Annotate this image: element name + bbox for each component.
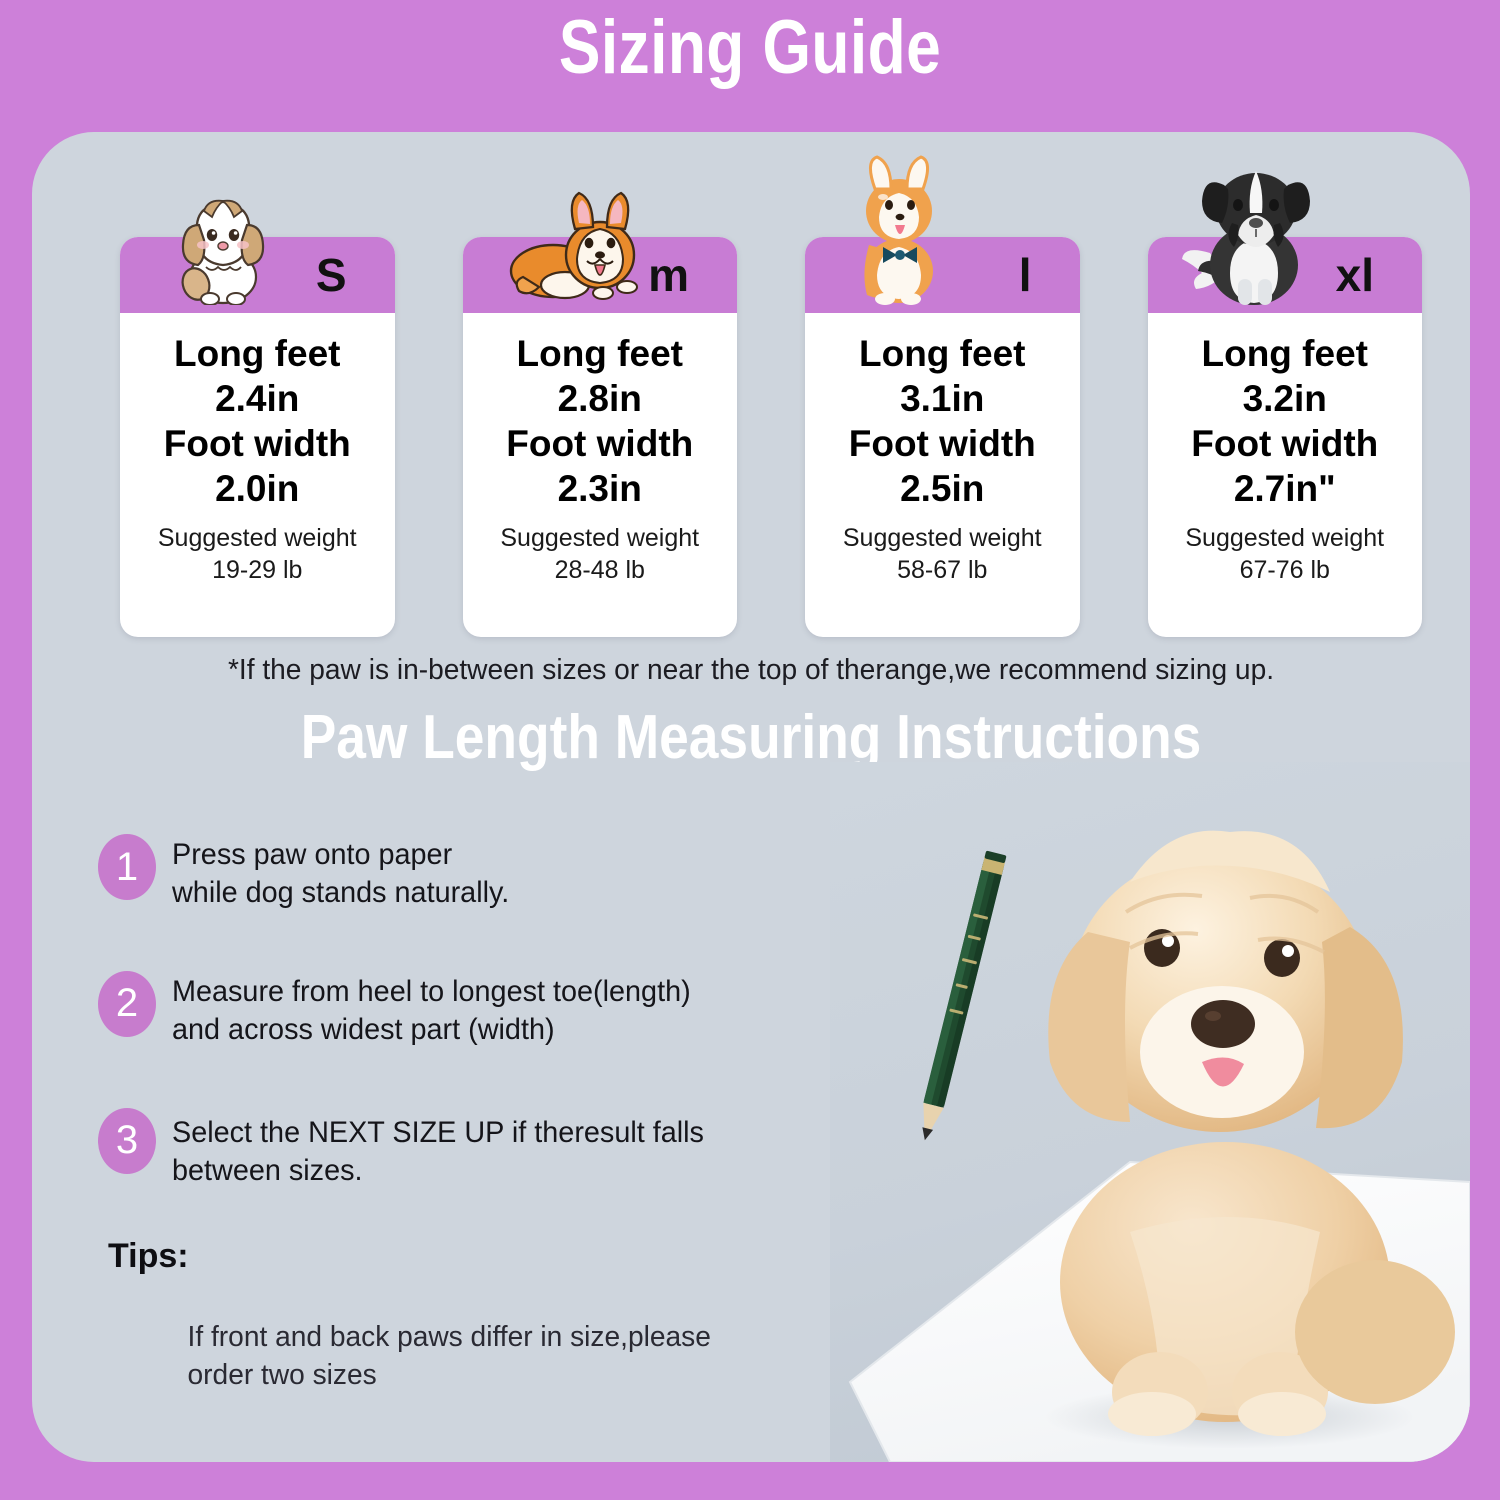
size-card-m[interactable]: m Long feet 2.8in Foot width 2.3in Sugge…	[462, 191, 738, 637]
width-value: 2.0in	[215, 468, 300, 510]
length-value: 2.8in	[557, 378, 642, 420]
size-card-xl[interactable]: xl Long feet 3.2in Foot width 2.7in" Sug…	[1147, 171, 1423, 637]
size-card-body: Long feet 2.4in Foot width 2.0in Suggest…	[120, 313, 395, 587]
width-label: Foot width	[506, 423, 694, 465]
weight-label: Suggested weight	[500, 523, 700, 552]
size-card-body: Long feet 2.8in Foot width 2.3in Suggest…	[463, 313, 738, 587]
sizing-note: *If the paw is in-between sizes or near …	[227, 654, 1275, 686]
instruction-step: 3 Select the NEXT SIZE UP if theresult f…	[98, 1106, 838, 1191]
step-text: Press paw onto paper while dog stands na…	[172, 838, 510, 910]
size-cards-row: S Long feet 2.4in Foot width 2.0in Sugge…	[120, 155, 1423, 637]
size-card-label: m	[648, 249, 689, 301]
step-number-badge: 1	[98, 834, 156, 900]
size-card-header: l	[805, 155, 1080, 313]
width-label: Foot width	[163, 423, 351, 465]
step-number-badge: 3	[98, 1107, 156, 1174]
size-card-body: Long feet 3.1in Foot width 2.5in Suggest…	[805, 313, 1080, 587]
width-label: Foot width	[848, 423, 1036, 465]
length-label: Long feet	[174, 333, 341, 374]
corgi-lying-icon	[509, 191, 638, 300]
instruction-steps: 1 Press paw onto paper while dog stands …	[98, 832, 838, 1190]
width-value: 2.5in	[900, 468, 985, 510]
weight-label: Suggested weight	[157, 523, 357, 552]
content-panel: S Long feet 2.4in Foot width 2.0in Sugge…	[32, 132, 1470, 1462]
length-value: 2.4in	[215, 378, 300, 420]
length-label: Long feet	[859, 333, 1026, 374]
corgi-bowtie-icon	[864, 155, 933, 305]
size-card-header: xl	[1147, 171, 1422, 313]
weight-value: 19-29 lb	[212, 556, 303, 584]
tips-section: Tips: If front and back paws differ in s…	[108, 1237, 828, 1395]
weight-value: 28-48 lb	[554, 556, 645, 584]
size-card-header: S	[120, 199, 395, 313]
instruction-step: 1 Press paw onto paper while dog stands …	[98, 832, 838, 913]
weight-value: 58-67 lb	[897, 556, 988, 584]
weight-label: Suggested weight	[842, 523, 1042, 552]
measuring-photo	[830, 762, 1470, 1462]
length-label: Long feet	[516, 333, 683, 374]
size-card-body: Long feet 3.2in Foot width 2.7in" Sugges…	[1148, 313, 1423, 587]
border-collie-icon	[1181, 171, 1310, 305]
shih-tzu-puppy-icon	[181, 199, 265, 305]
size-card-label: xl	[1335, 249, 1374, 301]
width-value: 2.7in"	[1233, 468, 1336, 510]
size-card-label: l	[1018, 249, 1032, 301]
section-heading: Paw Length Measuring Instructions	[300, 703, 1202, 772]
length-label: Long feet	[1201, 333, 1368, 374]
tips-title: Tips:	[108, 1237, 189, 1275]
page-title: Sizing Guide	[558, 5, 942, 90]
weight-value: 67-76 lb	[1239, 556, 1330, 584]
size-card-header: m	[462, 191, 737, 313]
step-text: Measure from heel to longest toe(length)…	[172, 974, 691, 1047]
length-value: 3.2in	[1242, 378, 1327, 420]
pencil-icon	[922, 850, 1007, 1141]
width-label: Foot width	[1191, 423, 1379, 465]
size-card-s[interactable]: S Long feet 2.4in Foot width 2.0in Sugge…	[120, 199, 395, 637]
puppy-photo	[1048, 830, 1455, 1436]
step-number-badge: 2	[98, 970, 156, 1037]
width-value: 2.3in	[557, 468, 642, 510]
size-card-label: S	[315, 249, 347, 301]
tips-body: If front and back paws differ in size,pl…	[187, 1321, 711, 1392]
size-card-l[interactable]: l Long feet 3.1in Foot width 2.5in Sugge…	[805, 155, 1080, 637]
weight-label: Suggested weight	[1185, 523, 1385, 552]
photo-illustration	[848, 830, 1470, 1462]
step-text: Select the NEXT SIZE UP if theresult fal…	[172, 1115, 704, 1187]
length-value: 3.1in	[900, 378, 985, 420]
instruction-step: 2 Measure from heel to longest toe(lengt…	[98, 969, 838, 1050]
